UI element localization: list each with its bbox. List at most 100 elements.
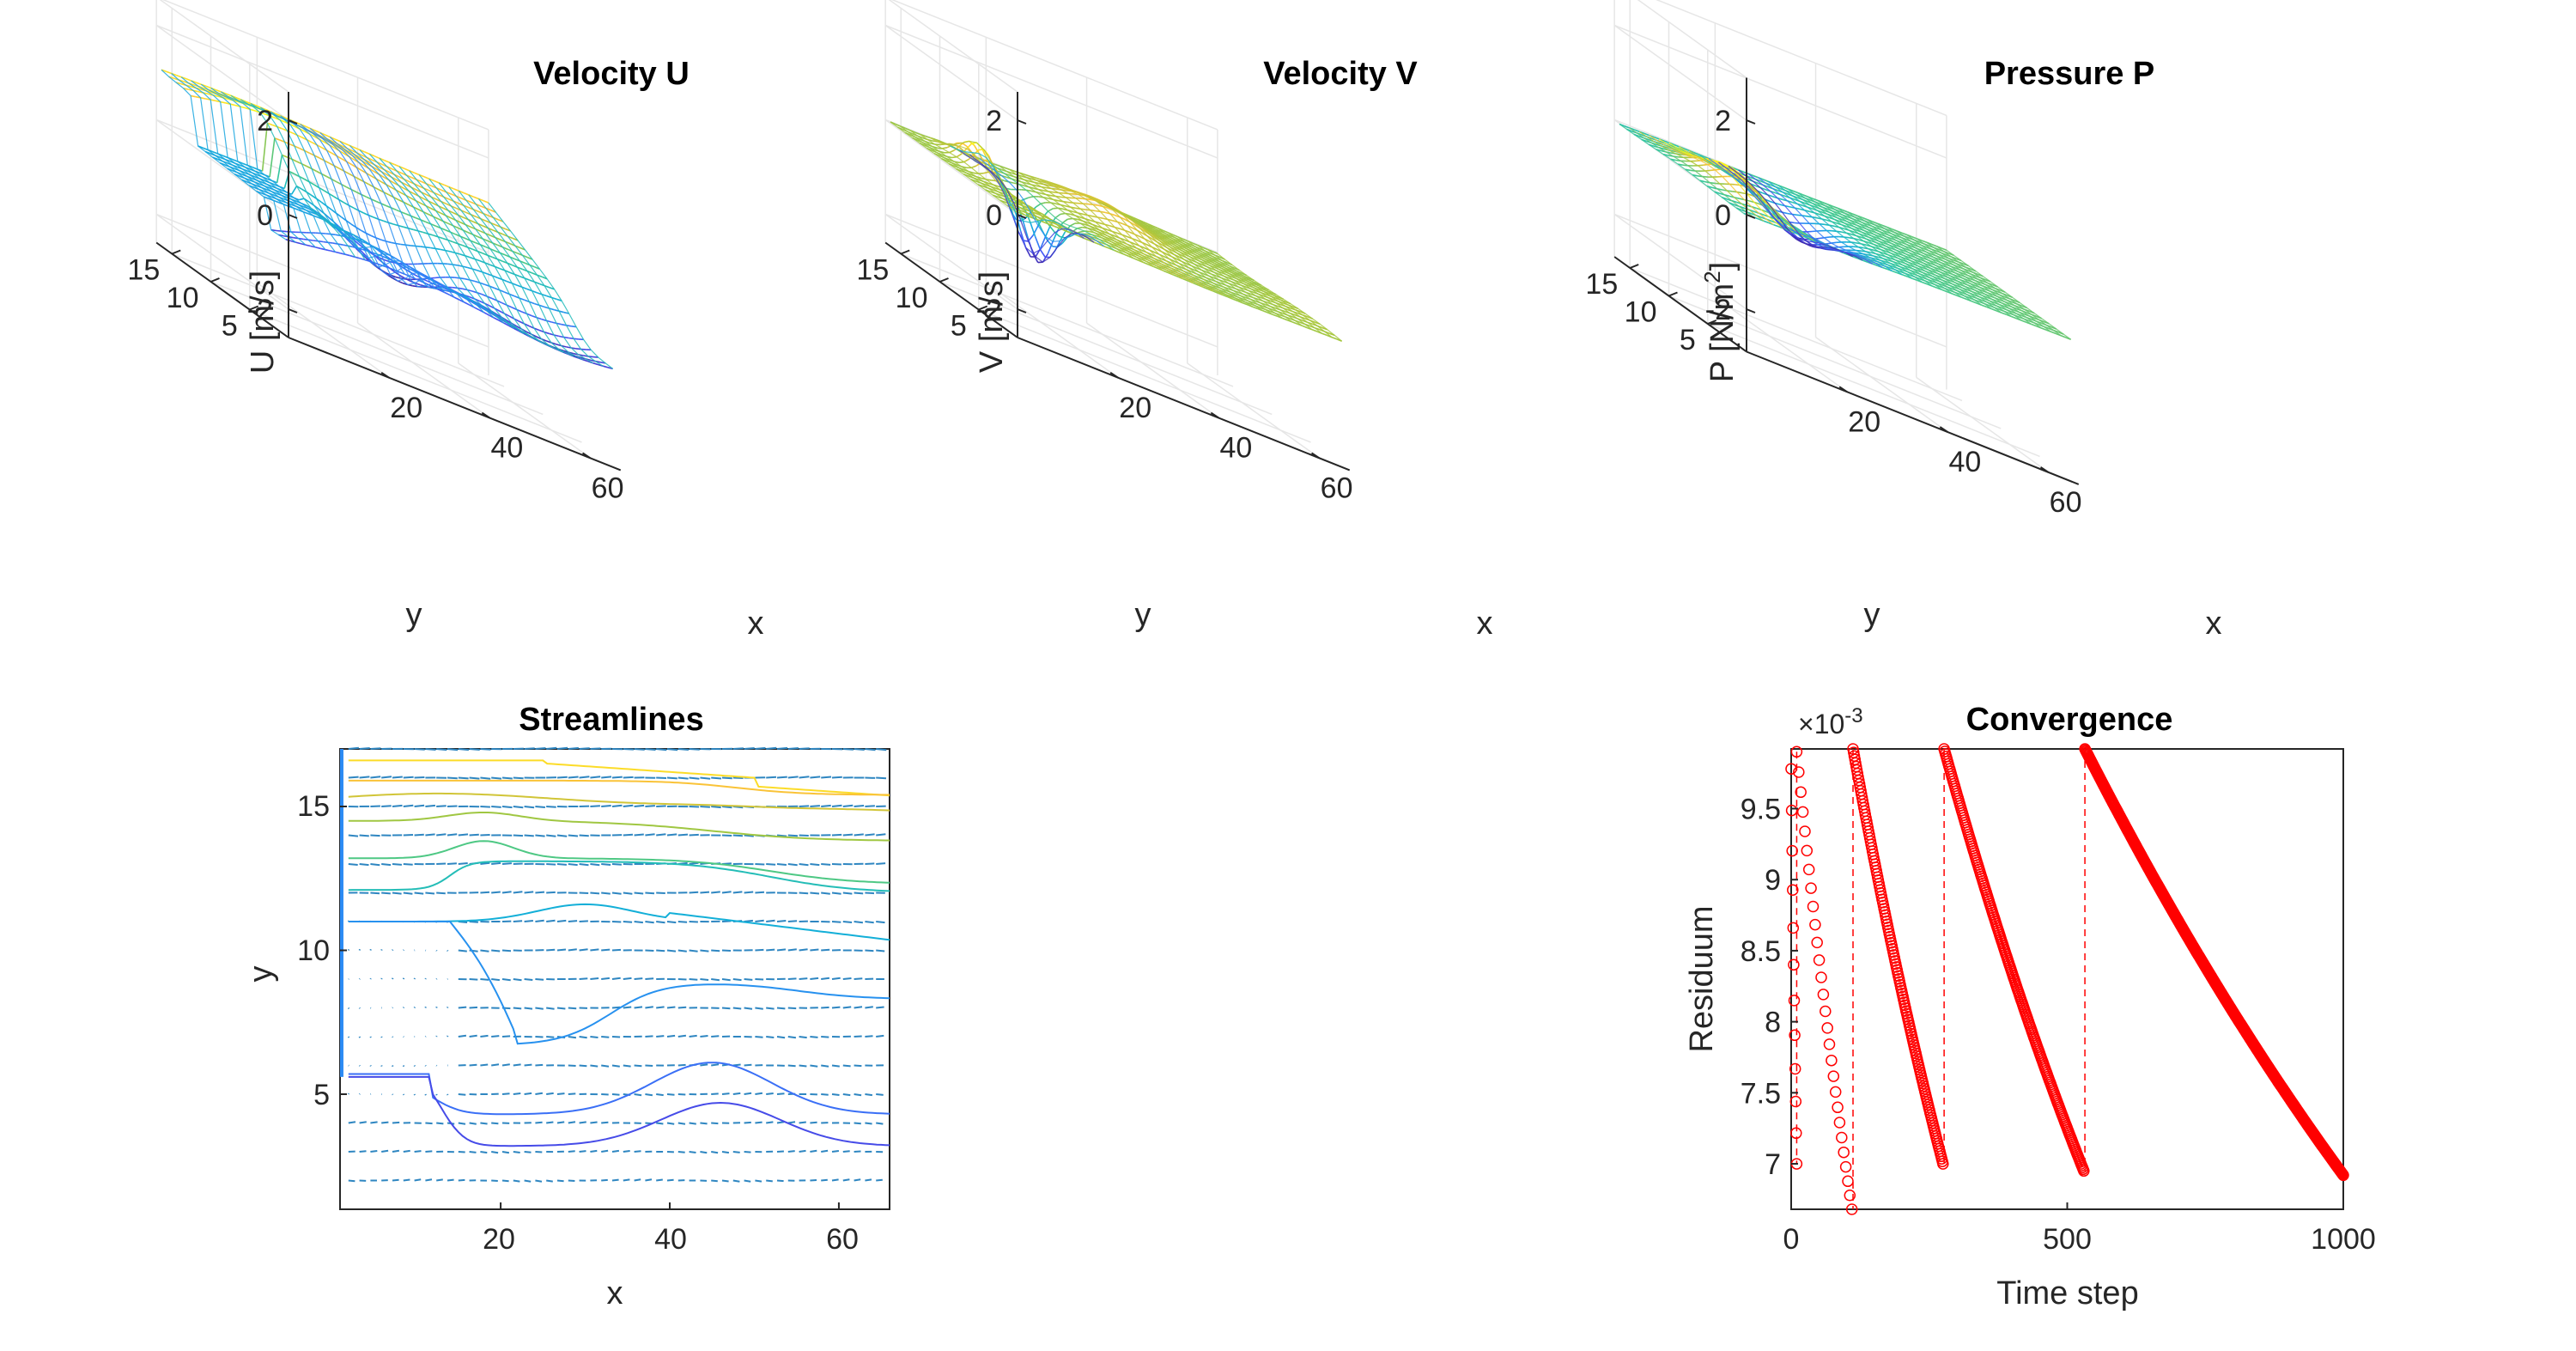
- surface-line: [1207, 249, 1333, 338]
- velocity-vector: [689, 1151, 696, 1153]
- surface-line: [1624, 125, 1630, 129]
- velocity-vector: [435, 1035, 438, 1038]
- surface-line: [250, 108, 256, 112]
- velocity-vector: [611, 1178, 619, 1182]
- velocity-vector: [645, 1064, 653, 1067]
- velocity-vector: [491, 891, 501, 894]
- velocity-vector: [721, 1007, 731, 1010]
- velocity-vector: [666, 833, 677, 837]
- surface-line: [546, 319, 552, 323]
- surface-line: [1212, 290, 1218, 294]
- surface-line: [956, 153, 963, 158]
- box-edge: [1637, 0, 1947, 117]
- velocity-vector: [380, 1065, 383, 1068]
- surface-line: [1262, 309, 1268, 313]
- surface-line: [465, 277, 471, 281]
- surface-line: [467, 246, 473, 251]
- surface-line: [171, 73, 296, 243]
- surface-line: [1182, 238, 1188, 242]
- surface-line: [929, 137, 1055, 227]
- surface-line: [971, 165, 977, 169]
- velocity-vector: [623, 748, 634, 751]
- velocity-vector: [634, 1178, 641, 1182]
- surface-line: [344, 253, 351, 257]
- surface-line: [368, 153, 495, 319]
- velocity-vector: [611, 1064, 620, 1068]
- surface-line: [978, 172, 984, 174]
- velocity-vector: [645, 1178, 653, 1182]
- velocity-vector: [424, 977, 427, 980]
- velocity-vector: [469, 1122, 477, 1125]
- surface-line: [255, 105, 261, 108]
- velocity-vector: [810, 1036, 818, 1038]
- velocity-vector: [458, 748, 469, 752]
- surface-line: [212, 150, 218, 155]
- surface-line: [546, 295, 552, 299]
- velocity-vector: [821, 892, 830, 895]
- velocity-vector: [501, 949, 512, 952]
- surface-line: [336, 155, 343, 160]
- surface-line: [386, 204, 392, 209]
- velocity-vector: [854, 1150, 861, 1153]
- velocity-vector: [744, 747, 755, 750]
- velocity-vector: [447, 748, 459, 752]
- surface-line: [335, 234, 341, 237]
- surface-line: [423, 176, 430, 180]
- surface-line: [459, 253, 465, 257]
- surface-line: [470, 256, 476, 260]
- surface-line: [440, 227, 447, 231]
- velocity-vector: [821, 1149, 829, 1153]
- surface-line: [416, 216, 422, 221]
- velocity-vector: [458, 776, 469, 780]
- surface-line: [1921, 240, 1928, 244]
- velocity-v-z-label: V [m/s]: [974, 271, 1010, 373]
- surface-line: [1047, 240, 1054, 254]
- velocity-vector: [666, 1034, 676, 1038]
- surface-line: [571, 326, 577, 328]
- surface-line: [509, 271, 515, 276]
- velocity-vector: [755, 948, 764, 952]
- velocity-vector: [513, 776, 524, 780]
- velocity-vector: [776, 1179, 784, 1183]
- surface-line: [430, 246, 436, 250]
- velocity-vector: [623, 1178, 630, 1182]
- surface-line: [447, 263, 453, 265]
- box-edge: [888, 0, 1218, 131]
- velocity-vector: [634, 1064, 642, 1068]
- velocity-vector: [842, 748, 854, 751]
- z-tick-mark: [288, 308, 298, 313]
- velocity-vector: [425, 1150, 433, 1153]
- surface-line: [1693, 151, 1699, 155]
- surface-line: [438, 182, 564, 353]
- surface-line: [934, 138, 940, 143]
- velocity-vector: [568, 1064, 576, 1067]
- velocity-vector: [535, 1036, 544, 1038]
- velocity-vector: [480, 748, 491, 751]
- velocity-vector: [513, 1151, 520, 1153]
- surface-line: [313, 215, 319, 219]
- pressure-p-y-label: y: [1864, 597, 1880, 633]
- surface-line: [365, 232, 372, 237]
- surface-line: [232, 158, 239, 162]
- surface-line: [1792, 190, 1799, 194]
- surface-line: [1802, 193, 1808, 198]
- velocity-vector: [535, 891, 545, 894]
- velocity-vector: [787, 948, 797, 952]
- y-tick-label: 15: [1585, 268, 1618, 301]
- surface-line: [344, 143, 350, 147]
- surface-line: [200, 83, 326, 251]
- surface-line: [363, 180, 369, 186]
- velocity-vector: [876, 833, 886, 837]
- surface-line: [477, 270, 483, 273]
- surface-line: [519, 320, 525, 325]
- velocity-vector: [876, 1122, 884, 1125]
- surface-line: [380, 203, 386, 207]
- surface-line: [301, 163, 307, 167]
- surface-line: [1038, 178, 1164, 271]
- velocity-vector: [677, 1122, 686, 1125]
- surface-line: [1044, 222, 1050, 226]
- surface-line: [442, 237, 448, 241]
- surface-line: [269, 137, 276, 178]
- velocity-vector: [413, 1007, 416, 1008]
- velocity-vector: [501, 806, 513, 809]
